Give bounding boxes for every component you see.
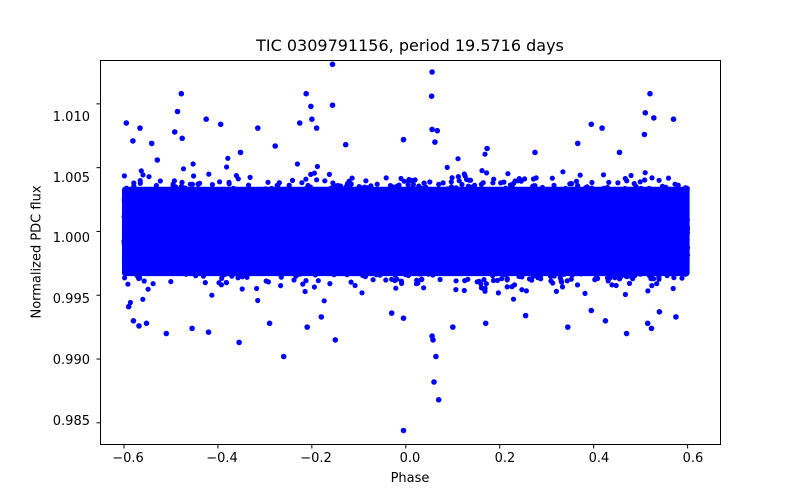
x-tick-label: 0.6 (682, 451, 704, 466)
y-tick-label: 0.990 (52, 353, 90, 368)
axes-frame (100, 60, 721, 445)
y-tick-label: 1.010 (52, 110, 90, 125)
chart-title: TIC 0309791156, period 19.5716 days (256, 36, 564, 55)
y-tick-label: 0.995 (52, 292, 90, 307)
x-tick-label: −0.2 (300, 451, 332, 466)
x-tick-label: 0.0 (399, 451, 421, 466)
x-tick-label: −0.4 (206, 451, 238, 466)
y-tick-label: 0.985 (52, 414, 90, 429)
x-axis-label: Phase (390, 471, 430, 486)
y-tick-label: 1.000 (52, 231, 90, 246)
x-tick-label: 0.2 (494, 451, 516, 466)
axis-ticks (96, 103, 689, 449)
data-points (121, 61, 691, 434)
x-tick-label: −0.6 (112, 451, 144, 466)
y-tick-label: 1.005 (52, 171, 90, 186)
x-tick-label: 0.4 (588, 451, 610, 466)
